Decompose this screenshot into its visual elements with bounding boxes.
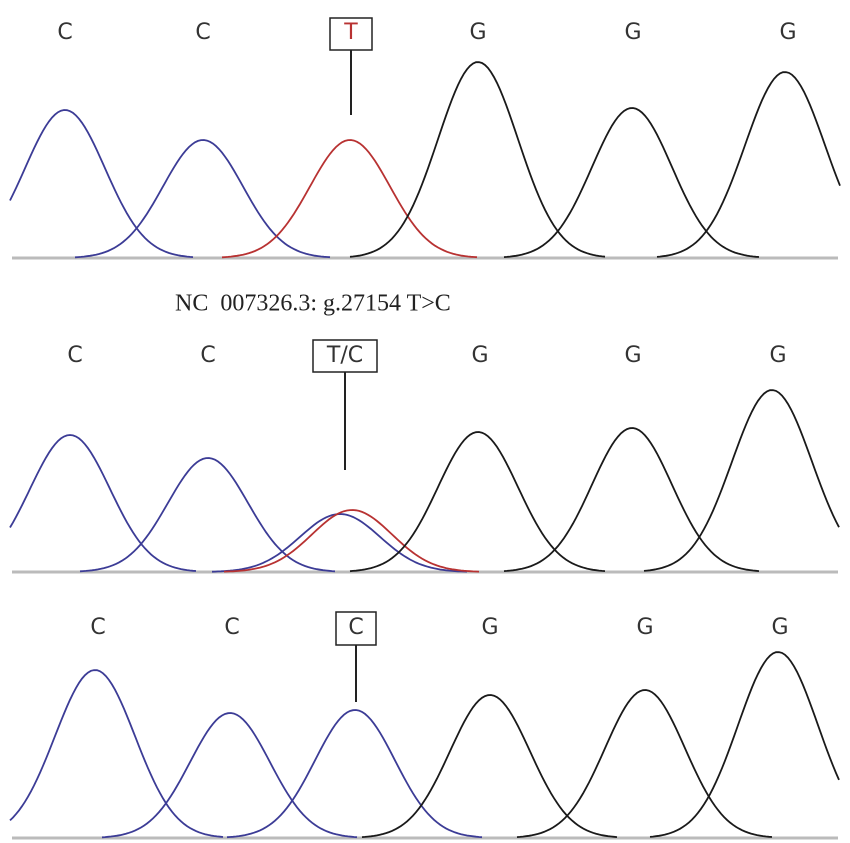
trace-peak (75, 140, 330, 257)
chromatogram-figure: NC 007326.3: g.27154 T>C C C T G G G C C T/C G G G C… (0, 0, 850, 843)
trace-peak (350, 62, 605, 257)
variant-caption: NC 007326.3: g.27154 T>C (175, 291, 451, 317)
base-call: G (771, 615, 788, 640)
base-call: C (67, 343, 82, 368)
trace-peak (80, 458, 335, 571)
trace-peak (517, 690, 772, 837)
base-call: C (57, 20, 72, 45)
trace-peak (350, 432, 605, 571)
trace-peak (504, 428, 759, 571)
base-call: G (779, 20, 796, 45)
trace-peak (227, 710, 482, 837)
trace-peak (657, 72, 840, 257)
trace-peak (102, 713, 357, 837)
base-call: G (624, 20, 641, 45)
base-call: C (195, 20, 210, 45)
base-call: G (481, 615, 498, 640)
trace-peak (362, 695, 617, 837)
trace-peak (504, 108, 759, 257)
base-call: G (469, 20, 486, 45)
trace-peak (222, 140, 477, 257)
base-call: G (636, 615, 653, 640)
base-call: C (348, 615, 363, 640)
base-call: G (769, 343, 786, 368)
base-call: C (90, 615, 105, 640)
base-call: G (624, 343, 641, 368)
trace-peak (644, 390, 839, 571)
trace-peak (10, 670, 223, 837)
base-call: C (224, 615, 239, 640)
base-call: G (471, 343, 488, 368)
base-call: T (343, 20, 358, 45)
trace-peak (650, 652, 839, 837)
base-call: T/C (326, 343, 363, 368)
base-call: C (200, 343, 215, 368)
